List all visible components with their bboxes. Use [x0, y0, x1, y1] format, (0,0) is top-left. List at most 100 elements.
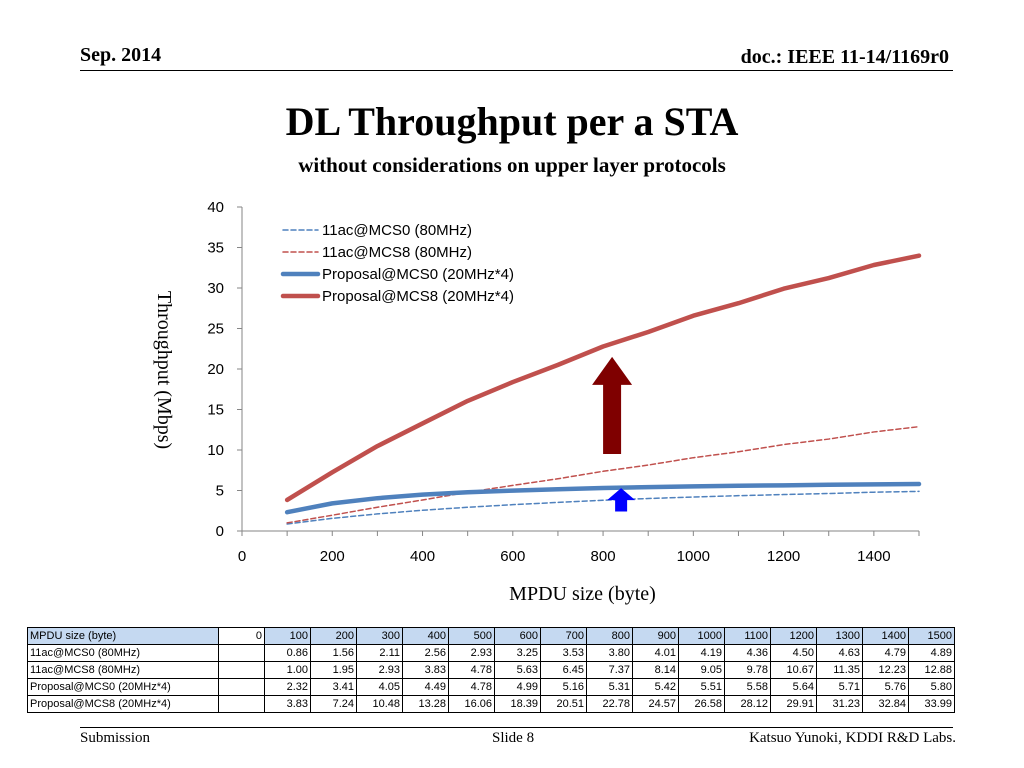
table-cell: 22.78: [586, 695, 633, 713]
table-header-cell: 1100: [724, 627, 771, 645]
x-tick-label: 1000: [677, 548, 710, 565]
table-header-label: MPDU size (byte): [27, 627, 219, 645]
table-header-cell: 0: [218, 627, 265, 645]
y-tick-label: 30: [207, 280, 224, 297]
y-tick-label: 40: [207, 199, 224, 216]
table-cell: 3.41: [310, 678, 357, 696]
table-cell: 13.28: [402, 695, 449, 713]
table-cell: 4.99: [494, 678, 541, 696]
table-cell: 0.86: [264, 644, 311, 662]
table-cell: 8.14: [632, 661, 679, 679]
footer-author: Katsuo Yunoki, KDDI R&D Labs.: [749, 730, 956, 746]
table-cell: 4.78: [448, 678, 495, 696]
table-header-row: MPDU size (byte) 0 100 200 300 400 500 600 700 80…: [27, 627, 955, 645]
x-axis-title: MPDU size (byte): [509, 583, 656, 605]
table-cell: 10.67: [770, 661, 817, 679]
table-row-label: Proposal@MCS8 (20MHz*4): [27, 695, 219, 713]
table-cell: 24.57: [632, 695, 679, 713]
table-header-cell: 1200: [770, 627, 817, 645]
table-cell: 18.39: [494, 695, 541, 713]
data-table: MPDU size (byte) 0 100 200 300 400 500 600 700 80…: [27, 627, 955, 713]
y-tick-label: 5: [216, 483, 224, 500]
table-cell: 3.83: [402, 661, 449, 679]
footer-slide-number: Slide 8: [492, 730, 535, 746]
table-cell: 33.99: [908, 695, 955, 713]
table-cell: 5.58: [724, 678, 771, 696]
table-cell: 4.89: [908, 644, 955, 662]
table-cell: 3.25: [494, 644, 541, 662]
table-cell: 2.93: [356, 661, 403, 679]
footer-divider: [80, 727, 953, 728]
table-cell: 31.23: [816, 695, 863, 713]
x-tick-label: 0: [238, 548, 246, 565]
legend-label: 11ac@MCS8 (80MHz): [322, 244, 472, 261]
table-cell: 1.95: [310, 661, 357, 679]
table-header-cell: 500: [448, 627, 495, 645]
table-cell: 4.19: [678, 644, 725, 662]
table-header-cell: 400: [402, 627, 449, 645]
table-cell: 12.23: [862, 661, 909, 679]
header-doc-id: doc.: IEEE 11-14/1169r0: [740, 46, 949, 68]
table-header-cell: 600: [494, 627, 541, 645]
table-cell: 4.50: [770, 644, 817, 662]
table-row-label: 11ac@MCS8 (80MHz): [27, 661, 219, 679]
table-cell: 5.31: [586, 678, 633, 696]
table-cell: 5.51: [678, 678, 725, 696]
table-cell: 3.83: [264, 695, 311, 713]
table-row: 11ac@MCS8 (80MHz) 1.00 1.95 2.93 3.83 4.78 5.6…: [27, 661, 955, 679]
table-cell: 10.48: [356, 695, 403, 713]
table-row-label: 11ac@MCS0 (80MHz): [27, 644, 219, 662]
legend-label: Proposal@MCS8 (20MHz*4): [322, 288, 514, 305]
table-cell: 4.78: [448, 661, 495, 679]
table-cell: 5.63: [494, 661, 541, 679]
x-tick-label: 1400: [857, 548, 890, 565]
table-cell: 6.45: [540, 661, 587, 679]
table-cell: [218, 644, 265, 662]
table-cell: 5.80: [908, 678, 955, 696]
series-line-2: [286, 425, 920, 524]
table-cell: 4.79: [862, 644, 909, 662]
table-cell: 32.84: [862, 695, 909, 713]
table-cell: 16.06: [448, 695, 495, 713]
x-tick-label: 1200: [767, 548, 800, 565]
x-tick-label: 200: [320, 548, 345, 565]
table-cell: 2.93: [448, 644, 495, 662]
table-cell: 9.05: [678, 661, 725, 679]
x-tick-label: 800: [591, 548, 616, 565]
table-cell: 4.49: [402, 678, 449, 696]
table-cell: 26.58: [678, 695, 725, 713]
table-cell: 1.00: [264, 661, 311, 679]
table-header-cell: 1400: [862, 627, 909, 645]
table-cell: 1.56: [310, 644, 357, 662]
table-row: Proposal@MCS0 (20MHz*4) 2.32 3.41 4.05 4.49 4…: [27, 678, 955, 696]
annotation-arrow-red: [592, 356, 633, 455]
table-row-label: Proposal@MCS0 (20MHz*4): [27, 678, 219, 696]
table-cell: 28.12: [724, 695, 771, 713]
table-row: Proposal@MCS8 (20MHz*4) 3.83 7.24 10.48 13.2…: [27, 695, 955, 713]
table-cell: 5.71: [816, 678, 863, 696]
y-tick-label: 20: [207, 361, 224, 378]
table-cell: 3.53: [540, 644, 587, 662]
table-cell: 7.37: [586, 661, 633, 679]
header-divider: [80, 70, 953, 71]
table-cell: 2.56: [402, 644, 449, 662]
table-header-cell: 800: [586, 627, 633, 645]
table-cell: 9.78: [724, 661, 771, 679]
table-row: 11ac@MCS0 (80MHz) 0.86 1.56 2.11 2.56 2.93 3.2…: [27, 644, 955, 662]
x-tick-label: 600: [500, 548, 525, 565]
footer-submission: Submission: [80, 730, 151, 746]
table-cell: 4.36: [724, 644, 771, 662]
table-header-cell: 300: [356, 627, 403, 645]
table-cell: 7.24: [310, 695, 357, 713]
table-cell: 5.42: [632, 678, 679, 696]
slide-title: DL Throughput per a STA: [285, 99, 739, 144]
table-cell: 2.11: [356, 644, 403, 662]
table-cell: 5.16: [540, 678, 587, 696]
y-tick-label: 25: [207, 321, 224, 338]
header-date: Sep. 2014: [80, 44, 162, 66]
y-tick-label: 15: [207, 402, 224, 419]
legend-label: Proposal@MCS0 (20MHz*4): [322, 266, 514, 283]
y-tick-label: 0: [216, 523, 224, 540]
table-cell: [218, 695, 265, 713]
